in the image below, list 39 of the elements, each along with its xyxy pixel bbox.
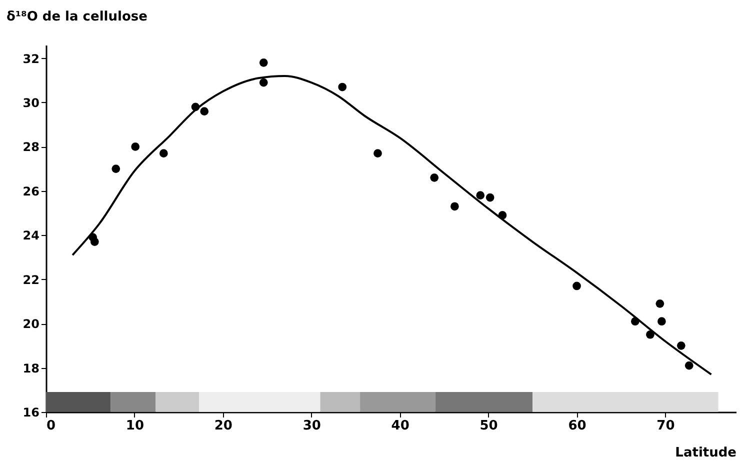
- x-tick-label: 20: [214, 418, 232, 434]
- point: [656, 299, 664, 308]
- x-tick-label: 50: [480, 418, 498, 434]
- point: [159, 149, 168, 158]
- point: [658, 317, 666, 326]
- point: [476, 191, 485, 200]
- point: [684, 361, 694, 370]
- x-tick-label: 0: [46, 418, 56, 434]
- y-tick-label: 18: [22, 361, 40, 376]
- y-tick-label: 28: [22, 140, 40, 154]
- x-axis-title: Latitude: [675, 446, 737, 460]
- y-tick-label: 24: [22, 228, 40, 243]
- point: [338, 82, 347, 92]
- y-tick-label: 20: [22, 317, 40, 332]
- y-tick-label: 32: [22, 52, 40, 66]
- x-tick-label: 10: [126, 418, 144, 434]
- point: [450, 202, 459, 211]
- y-tick-label: 22: [22, 272, 40, 287]
- point: [200, 107, 209, 116]
- x-tick-label: 30: [302, 418, 321, 434]
- line-series: [72, 74, 712, 376]
- point: [430, 173, 439, 182]
- point: [259, 58, 268, 67]
- point: [259, 78, 268, 87]
- point: [486, 193, 494, 202]
- point: [676, 342, 686, 350]
- point: [646, 330, 654, 339]
- point: [112, 164, 120, 173]
- x-tick-label: 70: [656, 418, 675, 434]
- y-axis-title: δ¹⁸O de la cellulose: [6, 10, 148, 24]
- point: [90, 238, 99, 246]
- y-tick-label: 26: [22, 184, 40, 198]
- point: [374, 149, 382, 158]
- point: [572, 282, 581, 290]
- y-tick-label: 16: [22, 406, 40, 420]
- x-tick-label: 60: [568, 418, 586, 434]
- point: [131, 142, 140, 151]
- x-tick-label: 40: [391, 418, 410, 434]
- y-tick-label: 30: [22, 96, 40, 110]
